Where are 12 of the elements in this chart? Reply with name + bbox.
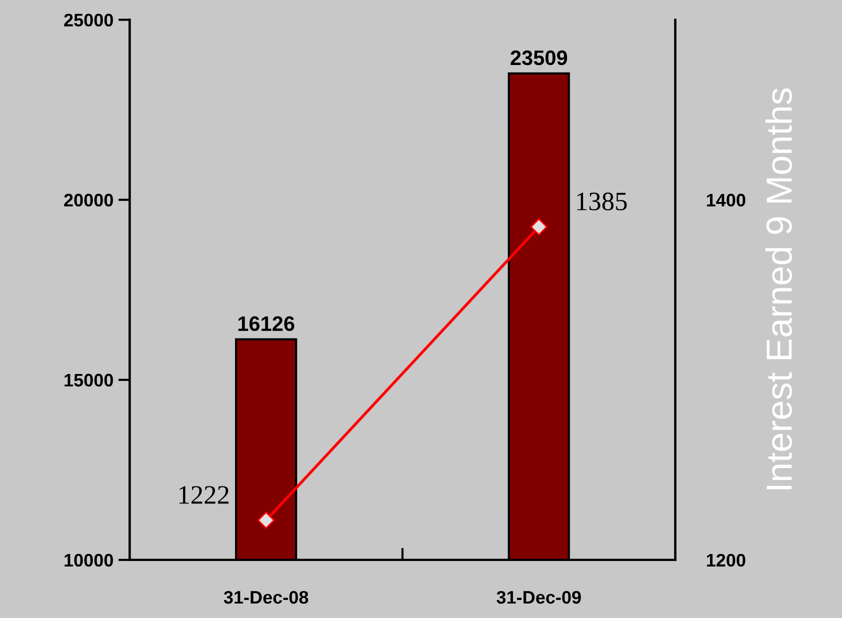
- y2-tick-label: 1200: [706, 554, 746, 567]
- x-tick-label: 31-Dec-09: [496, 590, 581, 604]
- data-label: 23509: [510, 50, 568, 66]
- x-tick-label: 31-Dec-08: [224, 590, 308, 604]
- y-tick-label: 25000: [64, 14, 113, 26]
- y-tick-label: 15000: [64, 374, 113, 387]
- y-tick-label: 10000: [64, 554, 113, 567]
- data-label: 1222: [180, 486, 229, 504]
- y-tick-label: 20000: [64, 194, 113, 207]
- y2-tick-label: 1400: [706, 194, 746, 207]
- data-label: 1385: [577, 192, 627, 210]
- data-label: 16126: [238, 316, 294, 332]
